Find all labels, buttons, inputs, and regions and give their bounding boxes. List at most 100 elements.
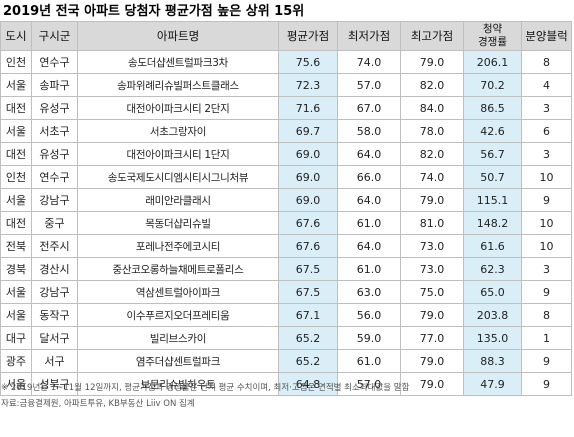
cell-apartment: 역삼센트럴아이파크	[77, 280, 279, 304]
cell-apartment: 중산코오롱하늘채메트로폴리스	[77, 257, 279, 281]
cell-city: 경북	[0, 257, 32, 281]
header-max-score: 최고가점	[400, 21, 464, 51]
cell-avg-score: 75.6	[278, 50, 338, 74]
cell-city: 서울	[0, 280, 32, 304]
cell-apartment: 대전아이파크시티 2단지	[77, 96, 279, 120]
cell-apartment: 송도국제도시디엠시티시그니처뷰	[77, 165, 279, 189]
table-row: 서울 강남구 래미안라클래시 69.0 64.0 79.0 115.1 9	[0, 188, 572, 212]
cell-apartment: 송도더샵센트럴파크3차	[77, 50, 279, 74]
cell-max-score: 74.0	[400, 165, 464, 189]
cell-max-score: 79.0	[400, 188, 464, 212]
cell-city: 대구	[0, 326, 32, 350]
cell-district: 연수구	[31, 165, 78, 189]
cell-max-score: 81.0	[400, 211, 464, 235]
cell-max-score: 79.0	[400, 349, 464, 373]
cell-avg-score: 65.2	[278, 349, 338, 373]
cell-lots: 9	[521, 349, 572, 373]
table-row: 광주 서구 염주더샵센트럴파크 65.2 61.0 79.0 88.3 9	[0, 349, 572, 373]
cell-min-score: 58.0	[337, 119, 401, 143]
table-row: 서울 송파구 송파위례리슈빌퍼스트클래스 72.3 57.0 82.0 70.2 4	[0, 73, 572, 97]
cell-lots: 4	[521, 73, 572, 97]
cell-min-score: 61.0	[337, 211, 401, 235]
cell-lots: 10	[521, 165, 572, 189]
table-row: 인천 연수구 송도국제도시디엠시티시그니처뷰 69.0 66.0 74.0 50.7 10	[0, 165, 572, 189]
cell-district: 전주시	[31, 234, 78, 258]
cell-city: 서울	[0, 188, 32, 212]
cell-lots: 3	[521, 96, 572, 120]
cell-lots: 8	[521, 50, 572, 74]
cell-competition: 42.6	[463, 119, 522, 143]
cell-lots: 1	[521, 326, 572, 350]
cell-max-score: 82.0	[400, 73, 464, 97]
cell-min-score: 64.0	[337, 234, 401, 258]
cell-max-score: 73.0	[400, 257, 464, 281]
cell-min-score: 64.0	[337, 142, 401, 166]
cell-lots: 10	[521, 234, 572, 258]
cell-min-score: 56.0	[337, 303, 401, 327]
cell-apartment: 목동더샵리슈빌	[77, 211, 279, 235]
cell-city: 전북	[0, 234, 32, 258]
cell-city: 서울	[0, 303, 32, 327]
cell-competition: 115.1	[463, 188, 522, 212]
cell-apartment: 래미안라클래시	[77, 188, 279, 212]
cell-avg-score: 65.2	[278, 326, 338, 350]
cell-district: 성북구	[31, 372, 78, 396]
cell-avg-score: 67.5	[278, 280, 338, 304]
cell-lots: 10	[521, 211, 572, 235]
cell-avg-score: 67.6	[278, 211, 338, 235]
cell-district: 강남구	[31, 188, 78, 212]
cell-max-score: 79.0	[400, 50, 464, 74]
cell-city: 대전	[0, 211, 32, 235]
cell-apartment: 빌리브스카이	[77, 326, 279, 350]
cell-max-score: 79.0	[400, 372, 464, 396]
cell-district: 달서구	[31, 326, 78, 350]
cell-lots: 3	[521, 257, 572, 281]
cell-competition: 61.6	[463, 234, 522, 258]
cell-avg-score: 71.6	[278, 96, 338, 120]
header-district: 구시군	[31, 21, 78, 51]
cell-competition: 206.1	[463, 50, 522, 74]
cell-district: 연수구	[31, 50, 78, 74]
cell-city: 대전	[0, 142, 32, 166]
header-apartment: 아파트명	[77, 21, 279, 51]
header-competition: 청약 경쟁률	[463, 21, 522, 51]
cell-apartment: 송파위례리슈빌퍼스트클래스	[77, 73, 279, 97]
table-row: 경북 경산시 중산코오롱하늘채메트로폴리스 67.5 61.0 73.0 62.3 3	[0, 257, 572, 281]
header-min-score: 최저가점	[337, 21, 401, 51]
cell-avg-score: 67.5	[278, 257, 338, 281]
cell-lots: 9	[521, 188, 572, 212]
cell-apartment: 대전아이파크시티 1단지	[77, 142, 279, 166]
cell-competition: 148.2	[463, 211, 522, 235]
cell-district: 송파구	[31, 73, 78, 97]
table-row: 전북 전주시 포레나전주에코시티 67.6 64.0 73.0 61.6 10	[0, 234, 572, 258]
header-lots: 분양블럭	[521, 21, 572, 51]
header-row: 도시 구시군 아파트명 평균가점 최저가점 최고가점 청약 경쟁률 분양블럭	[0, 21, 572, 51]
cell-city: 인천	[0, 50, 32, 74]
table-row: 인천 연수구 송도더샵센트럴파크3차 75.6 74.0 79.0 206.1 8	[0, 50, 572, 74]
cell-apartment: 포레나전주에코시티	[77, 234, 279, 258]
cell-apartment: 염주더샵센트럴파크	[77, 349, 279, 373]
cell-competition: 62.3	[463, 257, 522, 281]
cell-avg-score: 67.6	[278, 234, 338, 258]
cell-max-score: 75.0	[400, 280, 464, 304]
table-body: 인천 연수구 송도더샵센트럴파크3차 75.6 74.0 79.0 206.1 8 서울 송파구 송…	[0, 50, 572, 396]
cell-min-score: 61.0	[337, 257, 401, 281]
cell-competition: 56.7	[463, 142, 522, 166]
cell-apartment: 서초그랑자이	[77, 119, 279, 143]
cell-district: 강남구	[31, 280, 78, 304]
cell-avg-score: 72.3	[278, 73, 338, 97]
cell-competition: 50.7	[463, 165, 522, 189]
cell-district: 유성구	[31, 142, 78, 166]
header-competition-line1: 청약	[482, 23, 503, 35]
cell-city: 서울	[0, 73, 32, 97]
cell-district: 서초구	[31, 119, 78, 143]
cell-competition: 70.2	[463, 73, 522, 97]
cell-min-score: 59.0	[337, 326, 401, 350]
cell-lots: 6	[521, 119, 572, 143]
cell-city: 서울	[0, 372, 32, 396]
cell-avg-score: 64.8	[278, 372, 338, 396]
cell-city: 대전	[0, 96, 32, 120]
cell-avg-score: 69.7	[278, 119, 338, 143]
cell-competition: 135.0	[463, 326, 522, 350]
footnote: ※ 2019년은 1~11월 12일까지, 평균가점과 경쟁률은 단지 평균 수…	[1, 383, 410, 393]
